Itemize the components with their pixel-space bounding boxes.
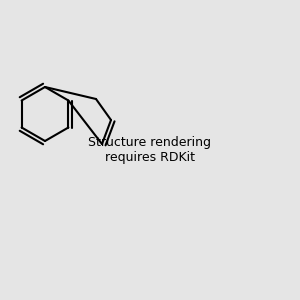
Text: Structure rendering
requires RDKit: Structure rendering requires RDKit <box>88 136 212 164</box>
